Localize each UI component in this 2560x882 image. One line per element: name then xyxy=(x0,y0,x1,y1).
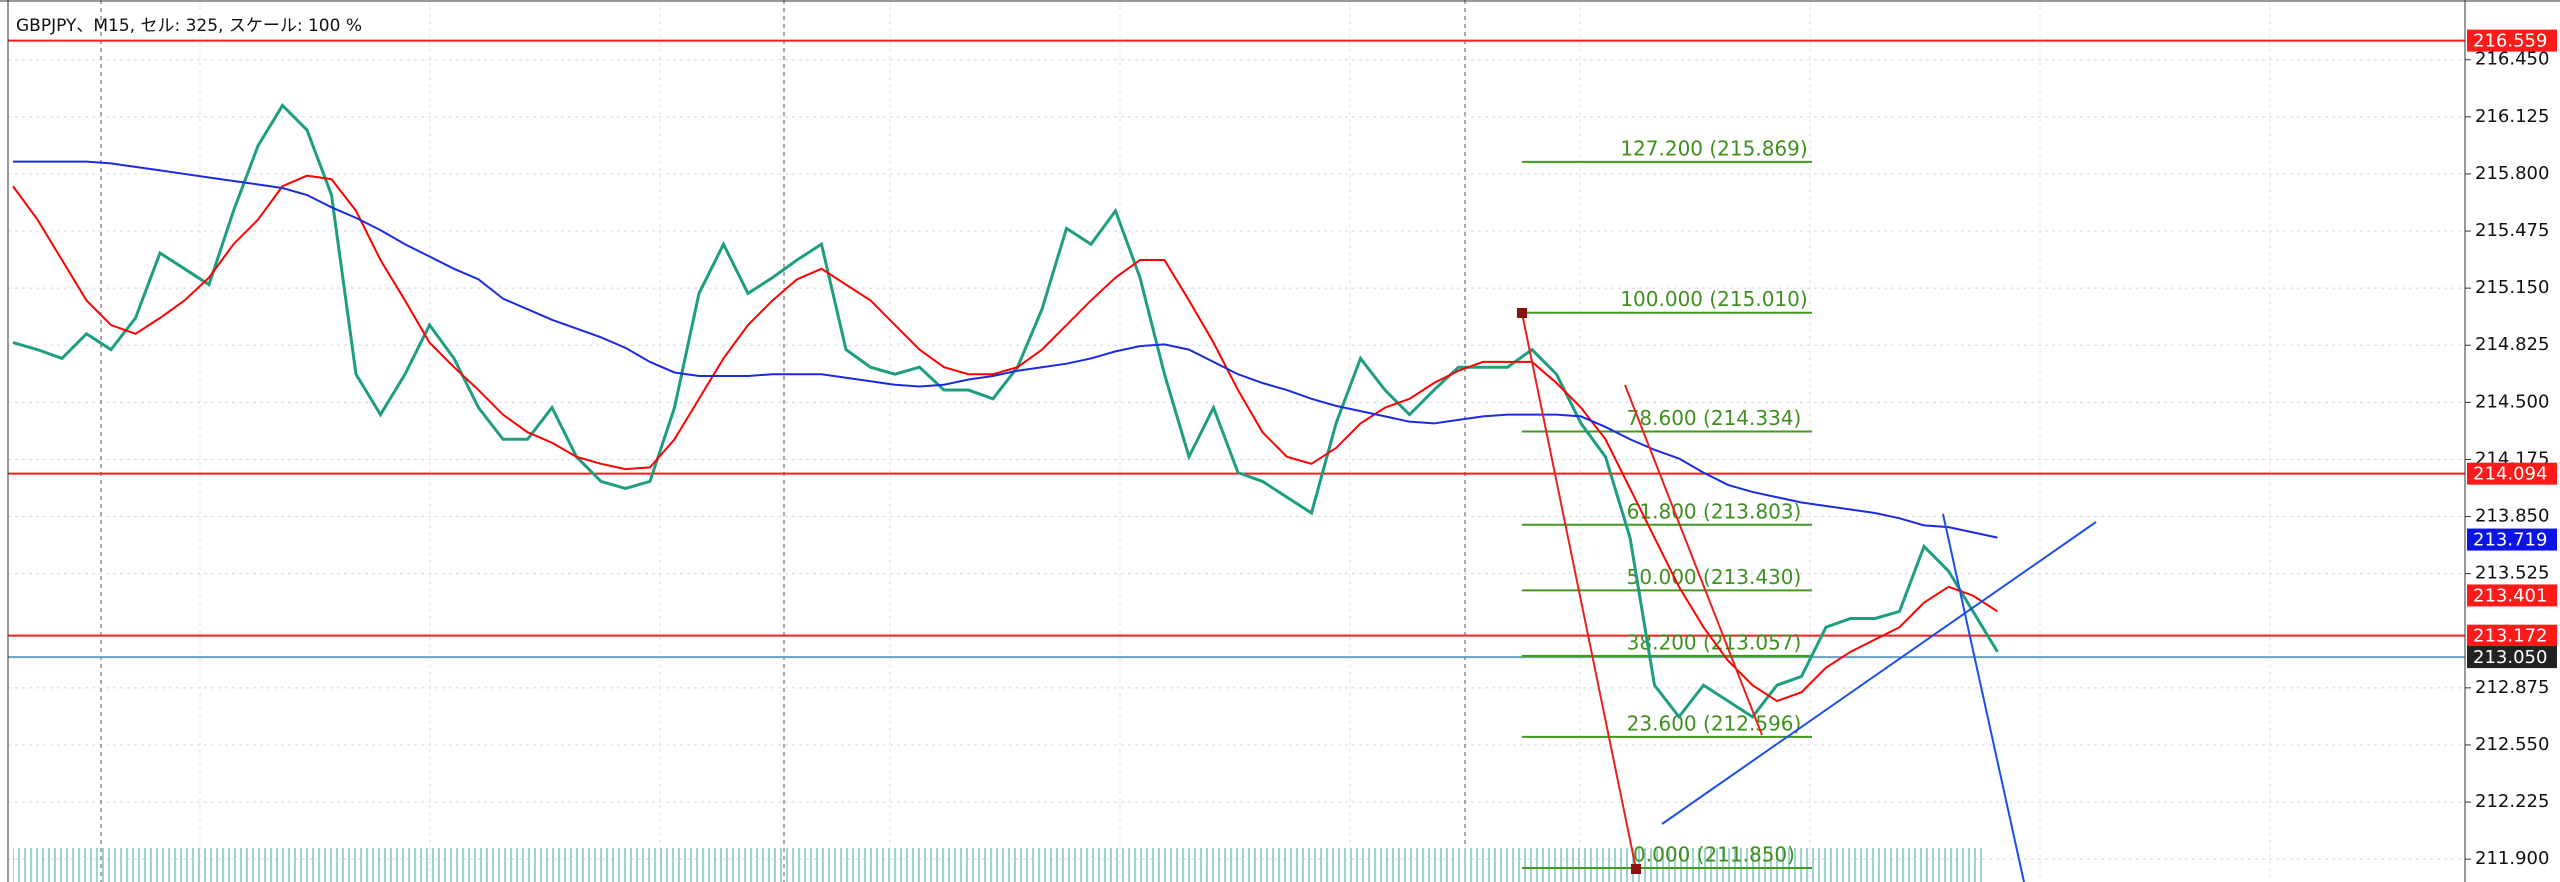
y-tick-label: 215.475 xyxy=(2475,220,2549,241)
chart-title: GBPJPY、M15, セル: 325, スケール: 100 % xyxy=(16,16,362,36)
price-tag xyxy=(2467,646,2557,669)
fib-label: 127.200 (215.869) xyxy=(1620,136,1807,160)
volume-strip xyxy=(13,848,1983,882)
y-tick-label: 212.875 xyxy=(2475,677,2549,698)
y-tick-label: 215.800 xyxy=(2475,163,2549,184)
anchor-point xyxy=(1631,864,1641,874)
y-tick-label: 214.500 xyxy=(2475,391,2549,412)
anchor-point xyxy=(1517,308,1527,318)
price-tag-label: 213.050 xyxy=(2473,647,2547,668)
y-tick-label: 213.850 xyxy=(2475,506,2549,527)
fibonacci: 127.200 (215.869) 100.000 (215.010) 78.600… xyxy=(1522,136,1812,869)
price-tag-label: 213.719 xyxy=(2473,530,2547,551)
trend-line xyxy=(1624,384,1763,736)
fib-label: 61.800 (213.803) xyxy=(1627,499,1802,523)
fib-label: 0.000 (211.850) xyxy=(1633,842,1795,866)
y-axis: 216.450 216.125 215.800 215.475 215.150 214.8… xyxy=(2465,49,2549,869)
price-tag xyxy=(2467,528,2557,551)
price-tag xyxy=(2467,462,2557,485)
trend-line xyxy=(1661,521,2097,825)
y-tick-label: 211.900 xyxy=(2475,848,2549,869)
levels xyxy=(8,39,2465,659)
price-tags: 216.559 214.094 213.719 213.401 213.172213.0… xyxy=(2467,29,2557,669)
price-tag-label: 213.401 xyxy=(2473,585,2547,606)
series-line xyxy=(13,160,1998,539)
price-tag xyxy=(2467,624,2557,647)
series-line xyxy=(12,174,1999,703)
y-tick-label: 215.150 xyxy=(2475,277,2549,298)
price-tag xyxy=(2467,584,2557,607)
fib-label: 78.600 (214.334) xyxy=(1627,406,1802,430)
trend-line xyxy=(1521,312,1637,870)
price-axis xyxy=(2465,0,2560,882)
grid xyxy=(8,0,2465,882)
price-tag xyxy=(2467,29,2557,52)
price-tag-label: 214.094 xyxy=(2473,464,2547,485)
fib-label: 100.000 (215.010) xyxy=(1620,287,1807,311)
y-tick-label: 212.225 xyxy=(2475,791,2549,812)
series xyxy=(12,103,1999,720)
y-tick-label: 213.525 xyxy=(2475,563,2549,584)
trend-line xyxy=(1942,513,2025,882)
fib-label: 50.000 (213.430) xyxy=(1627,565,1802,589)
price-tag-label: 216.559 xyxy=(2473,31,2547,52)
fib-label: 23.600 (212.596) xyxy=(1627,711,1802,735)
y-tick-label: 214.825 xyxy=(2475,334,2549,355)
y-tick-label: 212.550 xyxy=(2475,734,2549,755)
y-tick-label: 216.125 xyxy=(2475,106,2549,127)
price-tag-label: 213.172 xyxy=(2473,626,2547,647)
series-line xyxy=(12,103,1999,720)
y-tick-label: 216.450 xyxy=(2475,49,2549,70)
